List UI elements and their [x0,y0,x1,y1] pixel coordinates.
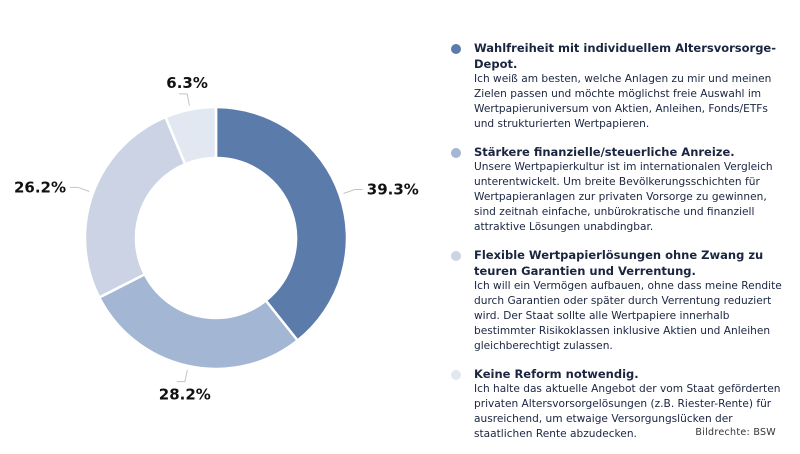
legend: Wahlfreiheit mit individuellem Altersvor… [446,40,791,454]
legend-title-2: Stärkere finanzielle/steuerliche Anreize… [474,145,735,159]
legend-title-4: Keine Reform notwendig. [474,367,639,381]
legend-title-3: Flexible Wertpapierlösungen ohne Zwang z… [474,248,764,278]
slice-label-2: 28.2% [159,386,211,404]
legend-title-1: Wahlfreiheit mit individuellem Altersvor… [474,41,777,71]
legend-text-2: Unsere Wertpapierkultur ist im internati… [474,161,773,233]
legend-swatch-3 [451,251,461,261]
legend-swatch-1 [451,44,461,54]
slice-label-1: 39.3% [367,181,419,199]
donut-slice-2 [97,272,300,371]
leader-line-3 [70,186,90,192]
leader-line-2 [176,369,188,383]
leader-line-4 [179,93,190,106]
legend-item-4: Keine Reform notwendig. Ich halte das ak… [446,366,791,442]
legend-item-1: Wahlfreiheit mit individuellem Altersvor… [446,40,791,132]
legend-text-4: Ich halte das aktuelle Angebot der vom S… [474,383,781,440]
image-credit: Bildrechte: BSW [695,427,776,438]
legend-text-1: Ich weiß am besten, welche Anlagen zu mi… [474,73,772,130]
donut-slice-3 [83,115,187,300]
legend-swatch-4 [451,370,461,380]
donut-slice-4 [163,105,218,166]
leader-line-1 [343,189,363,194]
legend-text-3: Ich will ein Vermögen aufbauen, ohne das… [474,280,782,352]
donut-slice-1 [214,105,349,343]
slice-label-4: 6.3% [166,74,208,92]
slice-label-3: 26.2% [14,178,66,196]
legend-item-2: Stärkere finanzielle/steuerliche Anreize… [446,144,791,235]
legend-swatch-2 [451,148,461,158]
donut-chart: 39.3% 28.2% 26.2% 6.3% [14,74,419,404]
legend-item-3: Flexible Wertpapierlösungen ohne Zwang z… [446,247,791,354]
